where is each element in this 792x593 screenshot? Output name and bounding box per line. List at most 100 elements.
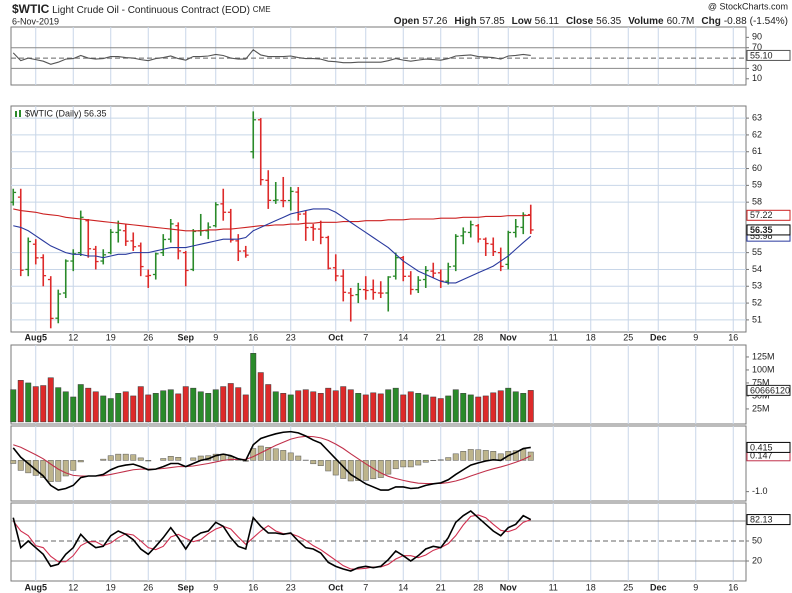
bar [347,460,354,482]
y-tick-label: 62 [752,129,762,139]
indicator-line [12,49,531,65]
bar [115,393,122,423]
x-tick-label: 26 [143,332,153,342]
bar [77,384,84,423]
bar [482,395,489,423]
exchange: CME [253,5,271,14]
bar [227,456,234,461]
x-tick-label: Sep [177,582,194,592]
y-tick-label: 20 [752,555,762,565]
bar [317,393,324,423]
bar [107,398,114,423]
bar [362,460,369,481]
bar [452,453,459,461]
y-tick-label: 30 [752,63,762,73]
x-tick-label: 18 [586,332,596,342]
x-tick-label: 7 [363,332,368,342]
bar [385,460,392,475]
bar [377,393,384,423]
y-tick-label: 100M [752,364,775,374]
x-tick-label: 21 [436,582,446,592]
bar [190,387,197,423]
bar [280,393,287,423]
y-tick-label: 75M [752,377,770,387]
value-box-label: 60666120 [750,385,790,395]
x-tick-label: 26 [143,582,153,592]
bar [302,389,309,423]
bar [167,456,174,461]
bar [250,448,257,461]
x-tick-label: 16 [728,332,738,342]
bar [55,387,62,423]
bar [77,460,84,463]
y-tick-label: 53 [752,281,762,291]
bar [422,460,429,463]
bar [122,391,129,423]
bar [340,386,347,423]
x-tick-label: 9 [213,332,218,342]
bar [295,390,302,423]
legend-label: $WTIC (Daily) 56.35 [25,108,107,118]
bar [122,453,129,461]
bar [17,460,24,471]
stat-value: -0.88 [724,16,747,27]
indicator-line [12,510,532,572]
indicator-line [12,514,531,570]
bar [475,449,482,461]
x-tick-label: 16 [248,582,258,592]
y-tick-label: 59 [752,180,762,190]
stat-value: 56.35 [596,16,621,27]
bar [190,457,197,461]
value-box-label: 55.10 [750,50,773,60]
bar [452,389,459,423]
x-tick-label: 23 [286,582,296,592]
x-tick-label: 9 [693,332,698,342]
stat-extra: (-1.54%) [750,16,788,27]
bar [85,387,92,423]
x-tick-label: 14 [398,332,408,342]
bar [505,387,512,423]
bar [25,382,32,423]
bar [467,394,474,423]
value-box [746,209,791,221]
instrument-name: Light Crude Oil - Continuous Contract (E… [52,5,250,16]
bar [137,457,144,461]
x-tick-label: 14 [398,582,408,592]
value-box [746,514,791,526]
indicator-line [13,208,532,284]
bar [220,386,227,423]
value-box [746,441,791,453]
bar [272,448,279,461]
x-tick-label: Aug5 [25,332,48,342]
bar [407,391,414,423]
bar [482,450,489,461]
bar [92,391,99,423]
y-tick-label: 51 [752,314,762,324]
indicator-line [12,430,531,491]
bar [280,450,287,461]
bar [407,460,414,468]
bar [325,460,332,472]
value-box-label: 56.35 [750,225,773,235]
x-tick-label: Nov [500,582,517,592]
bar [32,386,39,423]
bar [430,396,437,423]
bar [265,384,272,423]
indicator-line [13,208,531,232]
panel [10,26,747,86]
chart-date: 6-Nov-2019 [12,16,59,26]
bar [100,458,107,461]
bar [242,394,249,423]
legend-icon [15,111,17,117]
bar [362,394,369,423]
x-tick-label: 18 [586,582,596,592]
stat-value: 60.7M [667,16,695,27]
bar [40,385,47,423]
y-tick-label: 60 [752,163,762,173]
x-tick-label: 12 [68,582,78,592]
panel [10,105,747,333]
bar [295,455,302,461]
bar [40,460,47,478]
y-tick-label: 63 [752,112,762,122]
